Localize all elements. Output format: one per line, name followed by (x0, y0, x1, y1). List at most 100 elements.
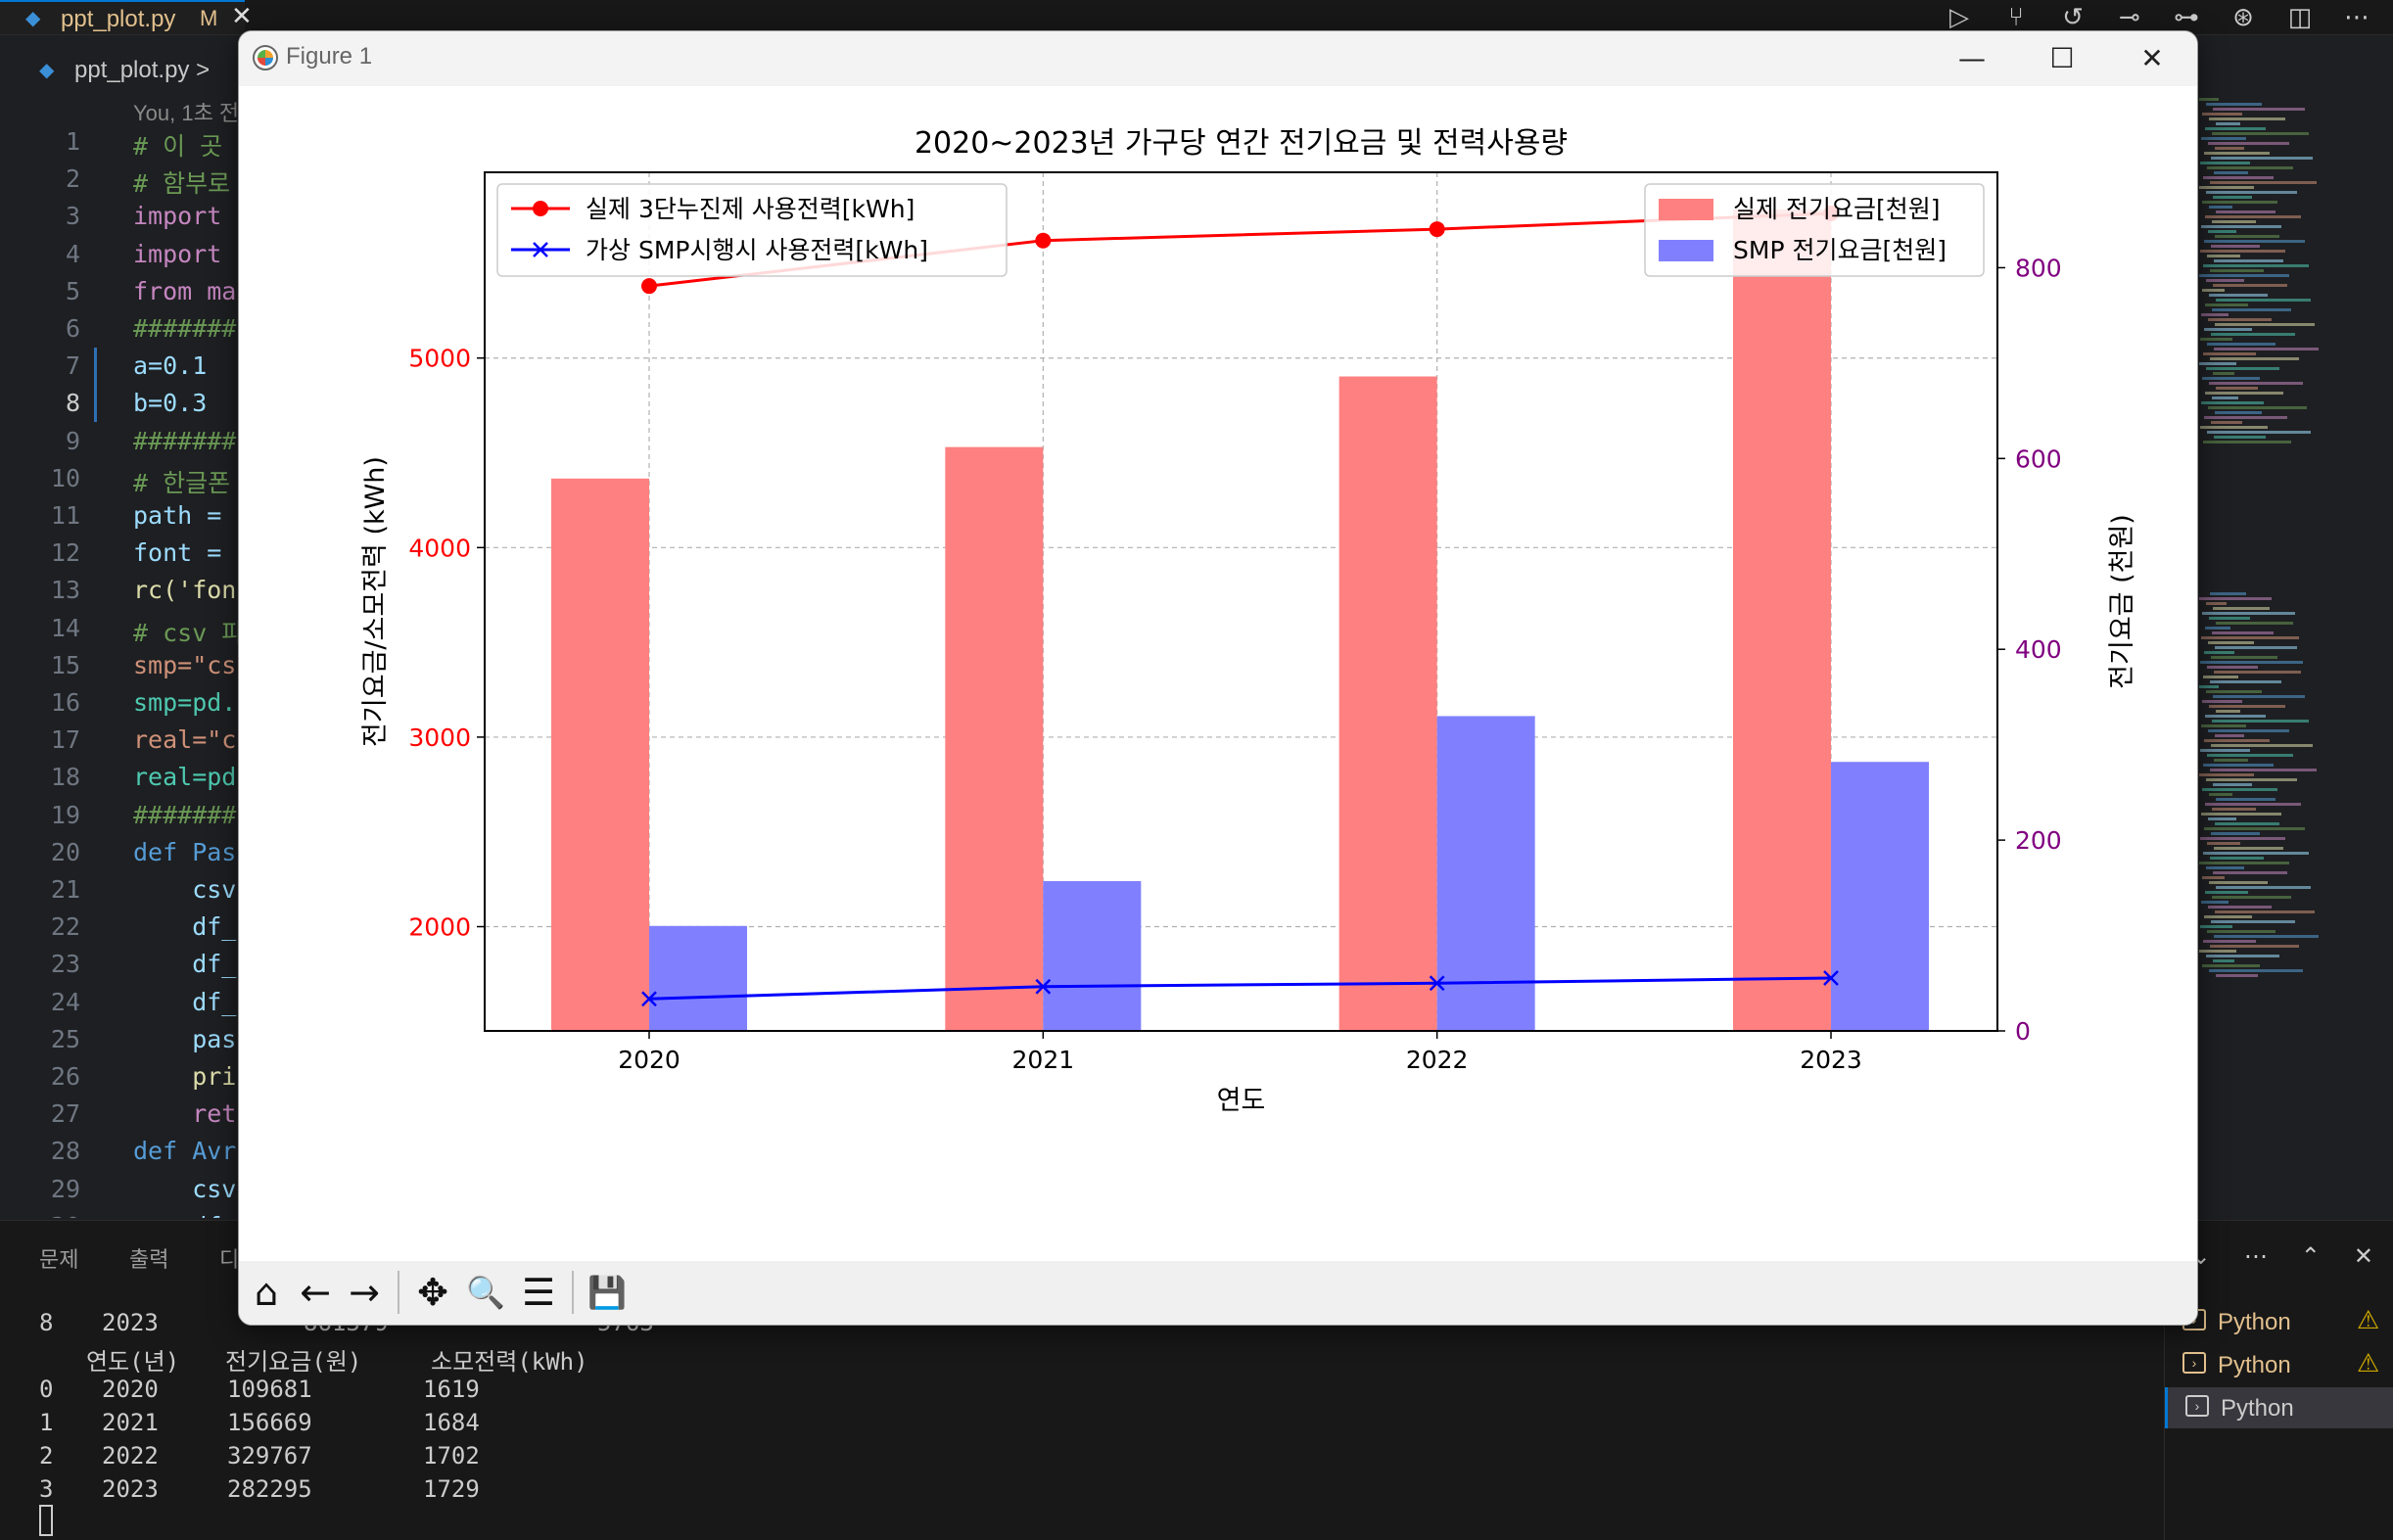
tab-output[interactable]: 출력 (129, 1242, 168, 1274)
minimap-line (2205, 891, 2248, 894)
terminal-item-python-2[interactable]: › Python ⚠ (2165, 1344, 2393, 1385)
breadcrumb-filename[interactable]: ppt_plot.py > (74, 57, 210, 84)
history-icon[interactable]: ↺ (2056, 3, 2089, 32)
home-icon[interactable]: ⌂ (243, 1269, 290, 1316)
code-line[interactable]: 10 # 한글폰 (0, 460, 255, 497)
maximize-button[interactable]: ☐ (2017, 31, 2107, 86)
minimap[interactable] (2197, 98, 2393, 1214)
terminal-icon: › (2182, 1352, 2206, 1374)
tab-debug-console[interactable]: 디 (219, 1242, 239, 1274)
figure-title-bar[interactable]: Figure 1 — ☐ ✕ (239, 31, 2197, 86)
code-line[interactable]: 14 # csv 파 (0, 610, 255, 647)
minimap-line (2202, 788, 2277, 791)
close-tab-icon[interactable]: ✕ (231, 2, 253, 31)
minimap-line (2206, 866, 2244, 869)
split-editor-icon[interactable]: ◫ (2283, 3, 2317, 32)
tick-label-right: 800 (2015, 254, 2062, 282)
series-line-smp-usage (649, 978, 1831, 999)
code-line[interactable]: 8 b=0.3 (0, 385, 255, 422)
minimap-line (2210, 680, 2281, 683)
code-line[interactable]: 22 df_ (0, 909, 255, 946)
code-line[interactable]: 26 pri (0, 1058, 255, 1096)
tick-label-left: 4000 (408, 534, 471, 562)
minimap-line (2216, 798, 2276, 801)
minimap-line (2200, 661, 2303, 664)
code-line[interactable]: 4 import (0, 236, 255, 273)
code-line[interactable]: 6 ####### (0, 310, 255, 348)
more-actions-icon[interactable]: ⋯ (2340, 3, 2373, 32)
terminal-item-python-3[interactable]: › Python (2165, 1387, 2393, 1428)
code-line[interactable]: 20 def Pas (0, 834, 255, 871)
source-control-icon[interactable]: ⑂ (1999, 3, 2033, 32)
code-line[interactable]: 21 csv (0, 871, 255, 909)
code-line[interactable]: 27 ret (0, 1096, 255, 1133)
editor-tab[interactable]: ◆ ppt_plot.py M ✕ (0, 0, 245, 34)
code-line[interactable]: 19 ####### (0, 797, 255, 834)
pan-icon[interactable]: ✥ (409, 1269, 456, 1316)
tab-problems[interactable]: 문제 (39, 1242, 78, 1274)
code-line[interactable]: 25 pas (0, 1021, 255, 1058)
line-number: 27 (0, 1099, 80, 1128)
code-line[interactable]: 30 df_ (0, 1208, 255, 1218)
legend-label: 실제 전기요금[천원] (1733, 195, 1940, 223)
data-point-marker (1430, 221, 1445, 237)
chart-canvas[interactable]: 2000 3000 4000 5000 0 200 400 600 800 2020 2021 202… (239, 86, 2197, 1261)
run-icon[interactable]: ▷ (1943, 3, 1976, 32)
line-number: 3 (0, 202, 80, 230)
code-line[interactable]: 5 from ma (0, 273, 255, 310)
minimap-line (2215, 822, 2279, 825)
code-line[interactable]: 16 smp=pd. (0, 684, 255, 722)
close-button[interactable]: ✕ (2107, 31, 2197, 86)
code-line[interactable]: 12 font = (0, 535, 255, 572)
code-line[interactable]: 28 def Avr (0, 1133, 255, 1170)
minimap-line (2211, 744, 2313, 747)
git-commit-icon[interactable]: ⊸ (2113, 3, 2146, 32)
zoom-icon[interactable]: 🔍 (462, 1269, 509, 1316)
line-number: 29 (0, 1175, 80, 1203)
minimap-line (2213, 871, 2287, 874)
code-line[interactable]: 7 a=0.1 (0, 348, 255, 385)
save-icon[interactable]: 💾 (584, 1269, 631, 1316)
code-line[interactable]: 3 import (0, 198, 255, 235)
minimap-line (2202, 700, 2242, 703)
more-actions-icon[interactable]: ⋯ (2244, 1242, 2268, 1270)
minimap-line (2207, 255, 2240, 257)
code-editor[interactable]: 1 # 이 곳 2 # 함부로 3 import 4 import 5 from ma 6 #####… (0, 123, 255, 1218)
code-line[interactable]: 23 df_ (0, 946, 255, 983)
bar-smp-cost (1831, 762, 1929, 1031)
code-line[interactable]: 24 df_ (0, 984, 255, 1021)
terminal-cell: 1619 (423, 1376, 480, 1403)
code-line[interactable]: 17 real="c (0, 722, 255, 759)
back-icon[interactable]: ← (292, 1269, 339, 1316)
code-line[interactable]: 29 csv (0, 1171, 255, 1208)
git-compare-icon[interactable]: ⊶ (2170, 3, 2203, 32)
minimap-line (2204, 739, 2270, 742)
line-number: 14 (0, 614, 80, 642)
code-line[interactable]: 18 real=pd (0, 759, 255, 796)
modified-lines-gutter (94, 348, 97, 422)
minimize-button[interactable]: — (1927, 31, 2017, 86)
forward-icon[interactable]: → (341, 1269, 388, 1316)
code-text: rc('fon (133, 576, 236, 604)
minimap-line (2212, 720, 2309, 723)
terminal-item-python-1[interactable]: › Python ⚠ (2165, 1301, 2393, 1342)
configure-subplots-icon[interactable]: ☰ (515, 1269, 562, 1316)
minimap-line (2207, 930, 2276, 933)
code-line[interactable]: 2 # 함부로 (0, 161, 255, 198)
code-line[interactable]: 11 path = (0, 497, 255, 535)
code-line[interactable]: 13 rc('fon (0, 572, 255, 609)
close-panel-icon[interactable]: ✕ (2354, 1242, 2373, 1270)
code-line[interactable]: 1 # 이 곳 (0, 123, 255, 161)
minimap-line (2209, 969, 2303, 972)
git-graph-icon[interactable]: ⊛ (2227, 3, 2260, 32)
x-axis-label: 연도 (1217, 1086, 1266, 1116)
minimap-line (2207, 431, 2311, 434)
minimap-line (2200, 338, 2232, 341)
minimap-line (2206, 955, 2279, 957)
minimap-line (2202, 113, 2242, 116)
maximize-panel-icon[interactable]: ⌃ (2301, 1242, 2321, 1270)
code-line[interactable]: 9 ####### (0, 423, 255, 460)
code-line[interactable]: 15 smp="cs (0, 647, 255, 684)
line-number: 24 (0, 988, 80, 1016)
code-text: pri (133, 1062, 236, 1091)
